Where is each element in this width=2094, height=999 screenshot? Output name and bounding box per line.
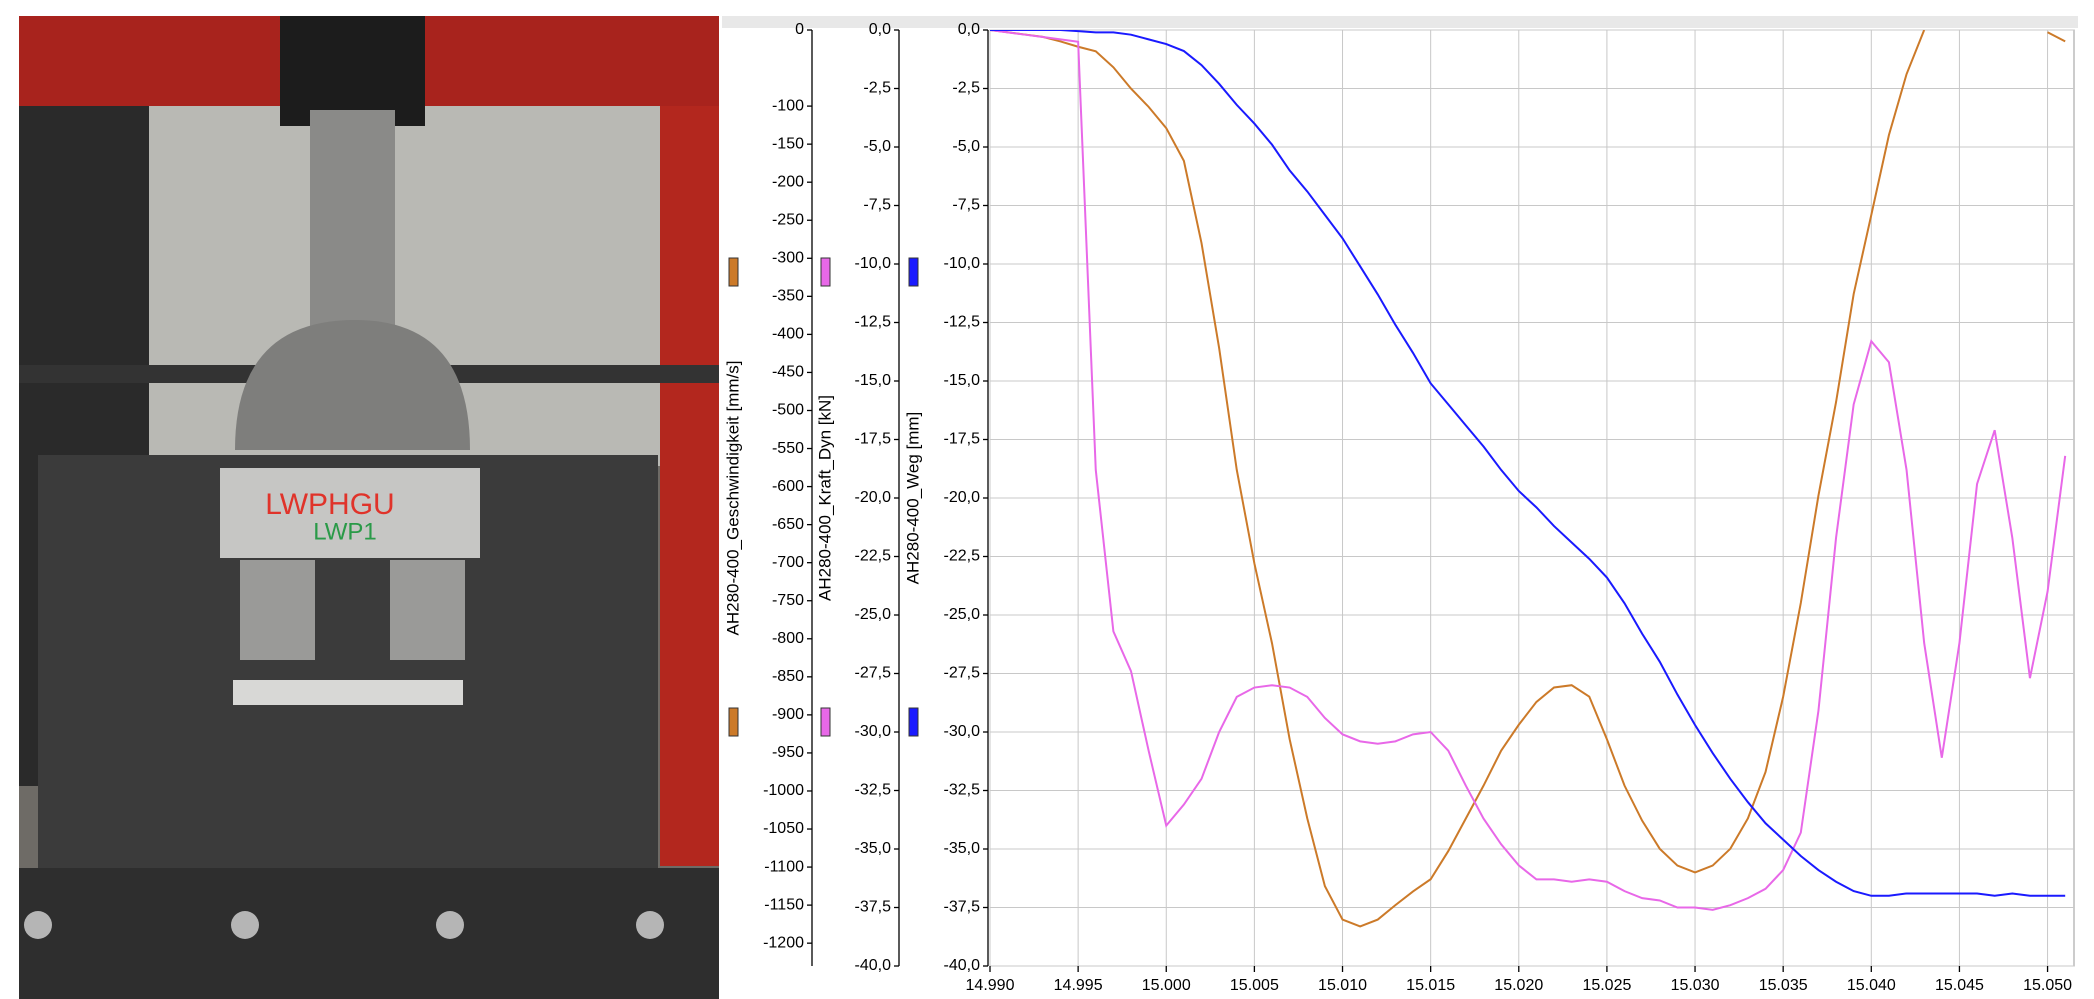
y-tick-label: -1000: [763, 782, 804, 799]
y-tick-label: -15,0: [855, 372, 892, 389]
axis-color-key: [820, 257, 831, 287]
y-tick-label: -20,0: [944, 489, 981, 506]
y-tick-label: -250: [772, 211, 804, 228]
y-tick-label: -30,0: [944, 723, 981, 740]
y-tick-label: -25,0: [855, 606, 892, 623]
y-tick-label: -200: [772, 173, 804, 190]
grid: [989, 29, 2074, 967]
x-tick-label: 15.015: [1406, 977, 1455, 994]
y-tick-label: -300: [772, 250, 804, 267]
y-tick-label: -5,0: [863, 138, 891, 155]
y-tick-label: -700: [772, 554, 804, 571]
y-tick-label: -12,5: [944, 314, 981, 331]
y-tick-label: -800: [772, 630, 804, 647]
y-tick-label: -25,0: [944, 606, 981, 623]
y-tick-label: -32,5: [855, 782, 892, 799]
series-line: [990, 30, 2066, 897]
y-tick-label: -500: [772, 402, 804, 419]
y-tick-label: -950: [772, 744, 804, 761]
y-tick-label: -32,5: [944, 782, 981, 799]
y-tick-label: -7,5: [952, 197, 980, 214]
x-tick-label: 14.995: [1054, 977, 1103, 994]
axis-color-key: [908, 707, 919, 737]
x-tick-label: 14.990: [966, 977, 1015, 994]
test-rig-photo: LWPHGU LWP1: [19, 16, 719, 999]
y-axis-title: AH280-400_Weg [mm]: [903, 412, 922, 585]
x-tick-label: 15.010: [1318, 977, 1367, 994]
y-tick-label: 0,0: [869, 21, 891, 38]
y-tick-label: -40,0: [855, 957, 892, 974]
y-tick-label: 0: [795, 21, 804, 38]
y-tick-label: -22,5: [855, 548, 892, 565]
y-tick-label: -35,0: [944, 840, 981, 857]
y-tick-label: -17,5: [944, 431, 981, 448]
photo-label: LWP1: [313, 518, 377, 545]
y-tick-label: -350: [772, 288, 804, 305]
x-tick-label: 15.030: [1671, 977, 1720, 994]
y-tick-label: -1200: [763, 934, 804, 951]
y-tick-label: -1050: [763, 820, 804, 837]
x-tick-label: 15.005: [1230, 977, 1279, 994]
axis-color-key: [820, 707, 831, 737]
y-tick-label: -650: [772, 516, 804, 533]
y-tick-label: -37,5: [855, 899, 892, 916]
series-line: [990, 30, 2067, 911]
y-tick-label: -400: [772, 326, 804, 343]
y-axis-title: AH280-400_Geschwindigkeit [mm/s]: [723, 361, 742, 636]
y-tick-label: -550: [772, 440, 804, 457]
x-tick-label: 15.025: [1582, 977, 1631, 994]
x-tick-label: 15.045: [1935, 977, 1984, 994]
y-tick-label: -10,0: [944, 255, 981, 272]
y-tick-label: 0,0: [958, 21, 980, 38]
axis-color-key: [908, 257, 919, 287]
y-tick-label: -40,0: [944, 957, 981, 974]
y-tick-label: -450: [772, 364, 804, 381]
y-tick-label: -2,5: [863, 80, 891, 97]
y-tick-label: -2,5: [952, 80, 980, 97]
y-tick-label: -37,5: [944, 899, 981, 916]
x-tick-label: 15.035: [1759, 977, 1808, 994]
y-tick-label: -850: [772, 668, 804, 685]
y-tick-label: -10,0: [855, 255, 892, 272]
y-tick-label: -7,5: [863, 197, 891, 214]
y-tick-label: -22,5: [944, 548, 981, 565]
y-tick-label: -1150: [764, 896, 804, 913]
y-tick-label: -5,0: [952, 138, 980, 155]
y-tick-label: -17,5: [855, 431, 892, 448]
x-tick-label: 15.000: [1142, 977, 1191, 994]
y-tick-label: -20,0: [855, 489, 892, 506]
photo-label: LWPHGU: [265, 488, 394, 521]
series-layer: [990, 30, 2067, 928]
y-tick-label: -30,0: [855, 723, 892, 740]
x-tick-label: 15.050: [2023, 977, 2072, 994]
y-axis-title: AH280-400_Kraft_Dyn [kN]: [815, 395, 834, 601]
y-tick-label: -1100: [764, 858, 804, 875]
x-tick-label: 15.020: [1494, 977, 1543, 994]
axis-color-key: [728, 257, 739, 287]
y-tick-label: -100: [772, 97, 804, 114]
x-tick-label: 15.040: [1847, 977, 1896, 994]
series-line: [990, 30, 2066, 928]
y-tick-label: -750: [772, 592, 804, 609]
top-bar: [722, 16, 2078, 28]
y-tick-label: -900: [772, 706, 804, 723]
y-tick-label: -12,5: [855, 314, 892, 331]
y-tick-label: -15,0: [944, 372, 981, 389]
y-tick-label: -150: [772, 135, 804, 152]
y-tick-label: -27,5: [944, 665, 981, 682]
y-tick-label: -27,5: [855, 665, 892, 682]
y-tick-label: -600: [772, 478, 804, 495]
axis-color-key: [728, 707, 739, 737]
y-tick-label: -35,0: [855, 840, 892, 857]
